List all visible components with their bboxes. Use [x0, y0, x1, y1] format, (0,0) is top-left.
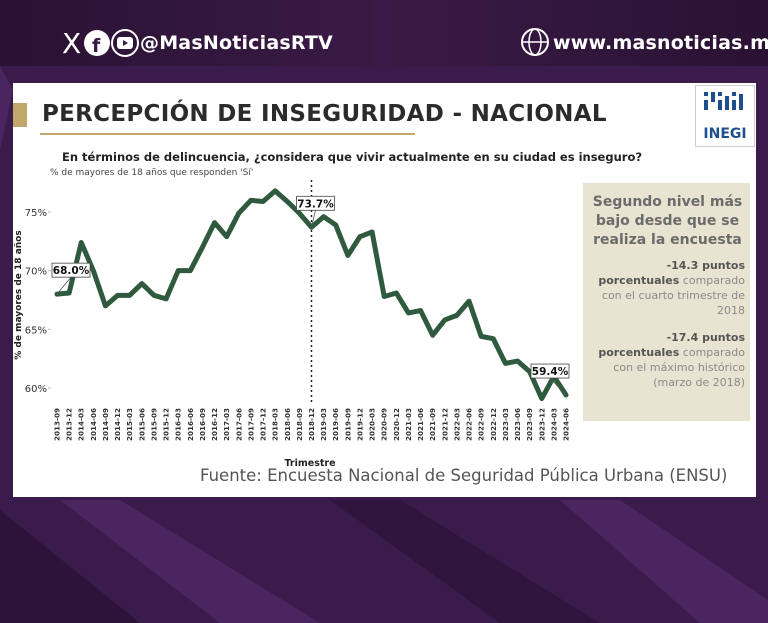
accent-bar: [13, 103, 27, 127]
chart-subtitle: % de mayores de 18 años que responden 'S…: [50, 168, 254, 178]
facebook-icon: [84, 30, 110, 56]
x-tick-label: 2023-03: [501, 408, 510, 441]
decor: [0, 66, 13, 150]
note-bold: -14.3 puntos porcentuales: [598, 259, 745, 287]
x-tick-label: 2016-09: [198, 408, 207, 441]
logo-text: INEGI: [703, 126, 747, 142]
x-tick-label: 2013-09: [53, 408, 62, 441]
note-bold: -17.4 puntos porcentuales: [598, 331, 745, 359]
title-underline: [40, 133, 415, 135]
x-tick-label: 2022-03: [452, 408, 461, 441]
y-tick-label: 60%: [25, 384, 47, 395]
x-tick-label: 2019-09: [343, 408, 352, 441]
website: www.masnoticias.mx: [553, 32, 768, 54]
label-leader: [311, 210, 316, 228]
x-tick-label: 2018-12: [307, 408, 316, 441]
x-tick-label: 2022-12: [489, 408, 498, 441]
x-tick-label: 2019-03: [319, 408, 328, 441]
note-text: comparado con el cuarto trimestre de 201…: [601, 274, 745, 317]
x-tick-label: 2014-12: [113, 408, 122, 441]
data-label: 68.0%: [53, 265, 90, 277]
x-tick-label: 2018-06: [283, 408, 292, 441]
y-tick-label: 65%: [25, 325, 47, 336]
y-tick-label: 75%: [25, 208, 47, 219]
x-axis-label: Trimestre: [284, 458, 335, 469]
note-text: comparado con el máximo histórico (marzo…: [613, 346, 745, 389]
x-tick-label: 2016-03: [174, 408, 183, 441]
x-tick-label: 2023-12: [537, 408, 546, 441]
x-tick-label: 2018-03: [271, 408, 280, 441]
side-note: -17.4 puntos porcentuales comparado con …: [590, 330, 745, 390]
x-tick-label: 2022-09: [477, 408, 486, 441]
x-tick-label: 2018-09: [295, 408, 304, 441]
label-box: [51, 262, 91, 278]
decor: [0, 510, 140, 623]
x-tick-label: 2014-03: [77, 408, 86, 441]
side-box-headline: Segundo nivel más bajo desde que se real…: [592, 194, 743, 248]
label-leader: [56, 276, 72, 295]
x-tick-label: 2020-12: [392, 408, 401, 441]
x-tick-label: 2017-09: [246, 408, 255, 441]
x-tick-label: 2017-06: [234, 408, 243, 441]
x-tick-label: 2021-06: [416, 408, 425, 441]
x-tick-label: 2024-03: [549, 408, 558, 441]
x-tick-label: 2020-09: [380, 408, 389, 441]
x-tick-label: 2015-06: [137, 408, 146, 441]
x-tick-label: 2023-06: [513, 408, 522, 441]
source: Fuente: Encuesta Nacional de Seguridad P…: [200, 466, 728, 485]
x-tick-label: 2022-06: [465, 408, 474, 441]
x-tick-label: 2021-03: [404, 408, 413, 441]
label-leader: [549, 377, 567, 396]
x-tick-label: 2021-09: [428, 408, 437, 441]
label-box: [296, 195, 335, 211]
x-tick-label: 2016-12: [210, 408, 219, 441]
facebook-glyph: f: [92, 35, 101, 57]
x-tick-label: 2014-06: [89, 408, 98, 441]
x-tick-label: 2014-09: [101, 408, 110, 441]
slide-title: PERCEPCIÓN DE INSEGURIDAD - NACIONAL: [42, 101, 607, 127]
x-tick-label: 2016-06: [186, 408, 195, 441]
logo-mark: [704, 92, 743, 110]
x-icon: X: [62, 27, 81, 60]
data-label: 73.7%: [297, 198, 334, 210]
y-axis-label: % de mayores de 18 años: [14, 230, 24, 359]
x-tick-label: 2017-03: [222, 408, 231, 441]
decor: [560, 500, 768, 623]
side-box: [583, 183, 750, 421]
x-tick-label: 2015-03: [125, 408, 134, 441]
decor: [330, 500, 600, 623]
data-line: [54, 188, 569, 402]
y-tick-label: 70%: [25, 267, 47, 278]
x-tick-label: 2019-12: [355, 408, 364, 441]
logo: [695, 85, 755, 147]
youtube-play: [123, 40, 128, 46]
x-tick-label: 2019-06: [331, 408, 340, 441]
data-label: 59.4%: [532, 366, 569, 378]
x-tick-label: 2015-09: [149, 408, 158, 441]
x-tick-label: 2023-09: [525, 408, 534, 441]
x-tick-label: 2015-12: [162, 408, 171, 441]
x-tick-label: 2013-12: [65, 408, 74, 441]
x-tick-label: 2021-12: [440, 408, 449, 441]
label-box: [530, 363, 570, 379]
x-tick-label: 2020-03: [368, 408, 377, 441]
social-handle: @MasNoticiasRTV: [140, 32, 333, 54]
decor: [60, 500, 320, 623]
chart-title: En términos de delincuencia, ¿considera …: [62, 150, 643, 164]
youtube-icon: [111, 29, 139, 57]
side-note: -14.3 puntos porcentuales comparado con …: [590, 258, 745, 318]
x-tick-label: 2024-06: [562, 408, 571, 441]
x-tick-label: 2017-12: [259, 408, 268, 441]
